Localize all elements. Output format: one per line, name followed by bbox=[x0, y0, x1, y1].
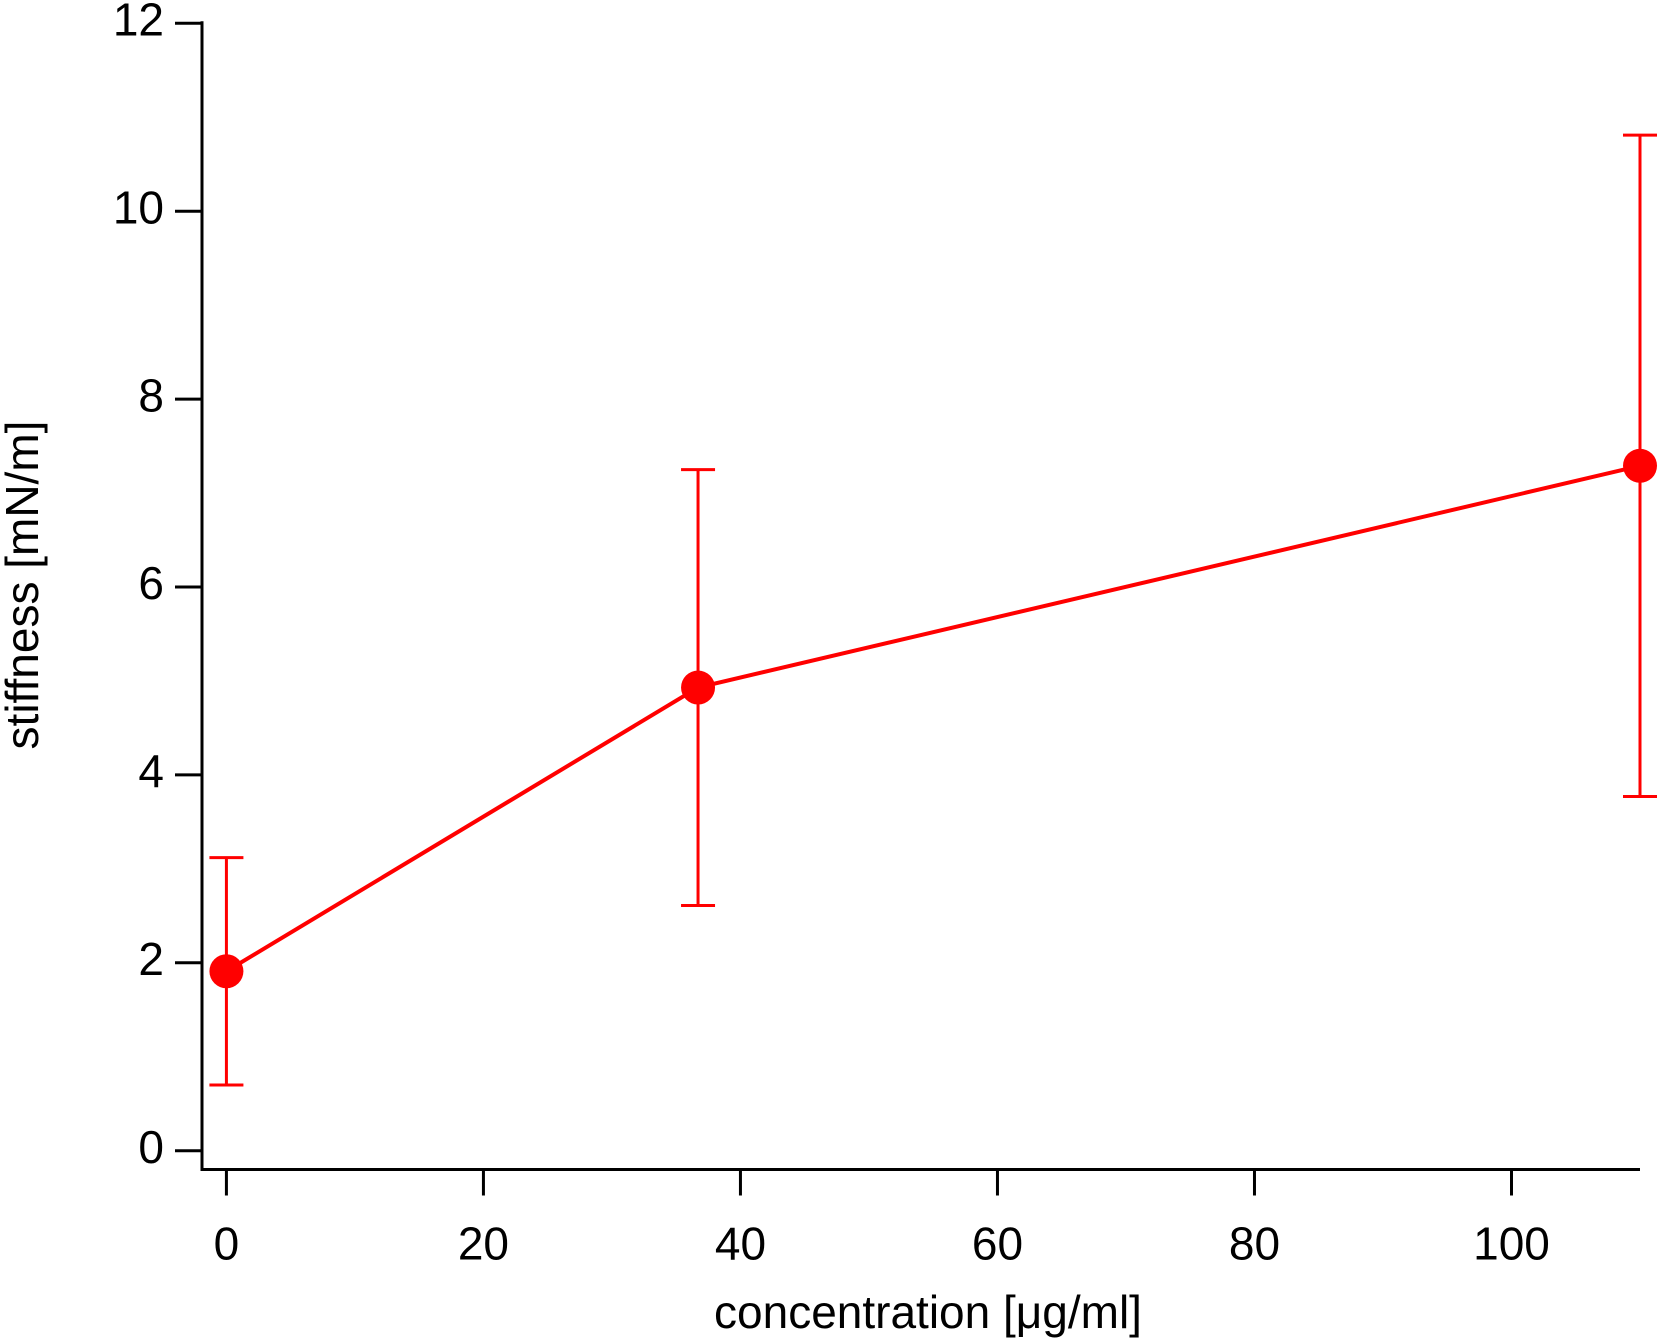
x-tick-label: 100 bbox=[1473, 1218, 1550, 1270]
x-tick-label: 80 bbox=[1229, 1218, 1280, 1270]
y-tick-label: 8 bbox=[138, 369, 164, 421]
x-tick-label: 40 bbox=[715, 1218, 766, 1270]
x-tick-label: 60 bbox=[972, 1218, 1023, 1270]
point bbox=[681, 670, 716, 705]
y-axis-label: stiffness [mN/m] bbox=[0, 421, 48, 750]
line bbox=[225, 463, 1641, 973]
point bbox=[209, 954, 244, 989]
y-tick-label: 6 bbox=[138, 557, 164, 609]
y-tick-label: 10 bbox=[113, 181, 164, 233]
point bbox=[1623, 448, 1657, 483]
y-tick-label: 12 bbox=[113, 0, 164, 45]
x-tick-label: 0 bbox=[214, 1218, 240, 1270]
x-tick-label: 20 bbox=[458, 1218, 509, 1270]
y-tick-label: 4 bbox=[138, 745, 164, 797]
x-axis-label: concentration [μg/ml] bbox=[714, 1286, 1142, 1338]
y-tick-label: 0 bbox=[138, 1121, 164, 1173]
y-tick-label: 2 bbox=[138, 933, 164, 985]
